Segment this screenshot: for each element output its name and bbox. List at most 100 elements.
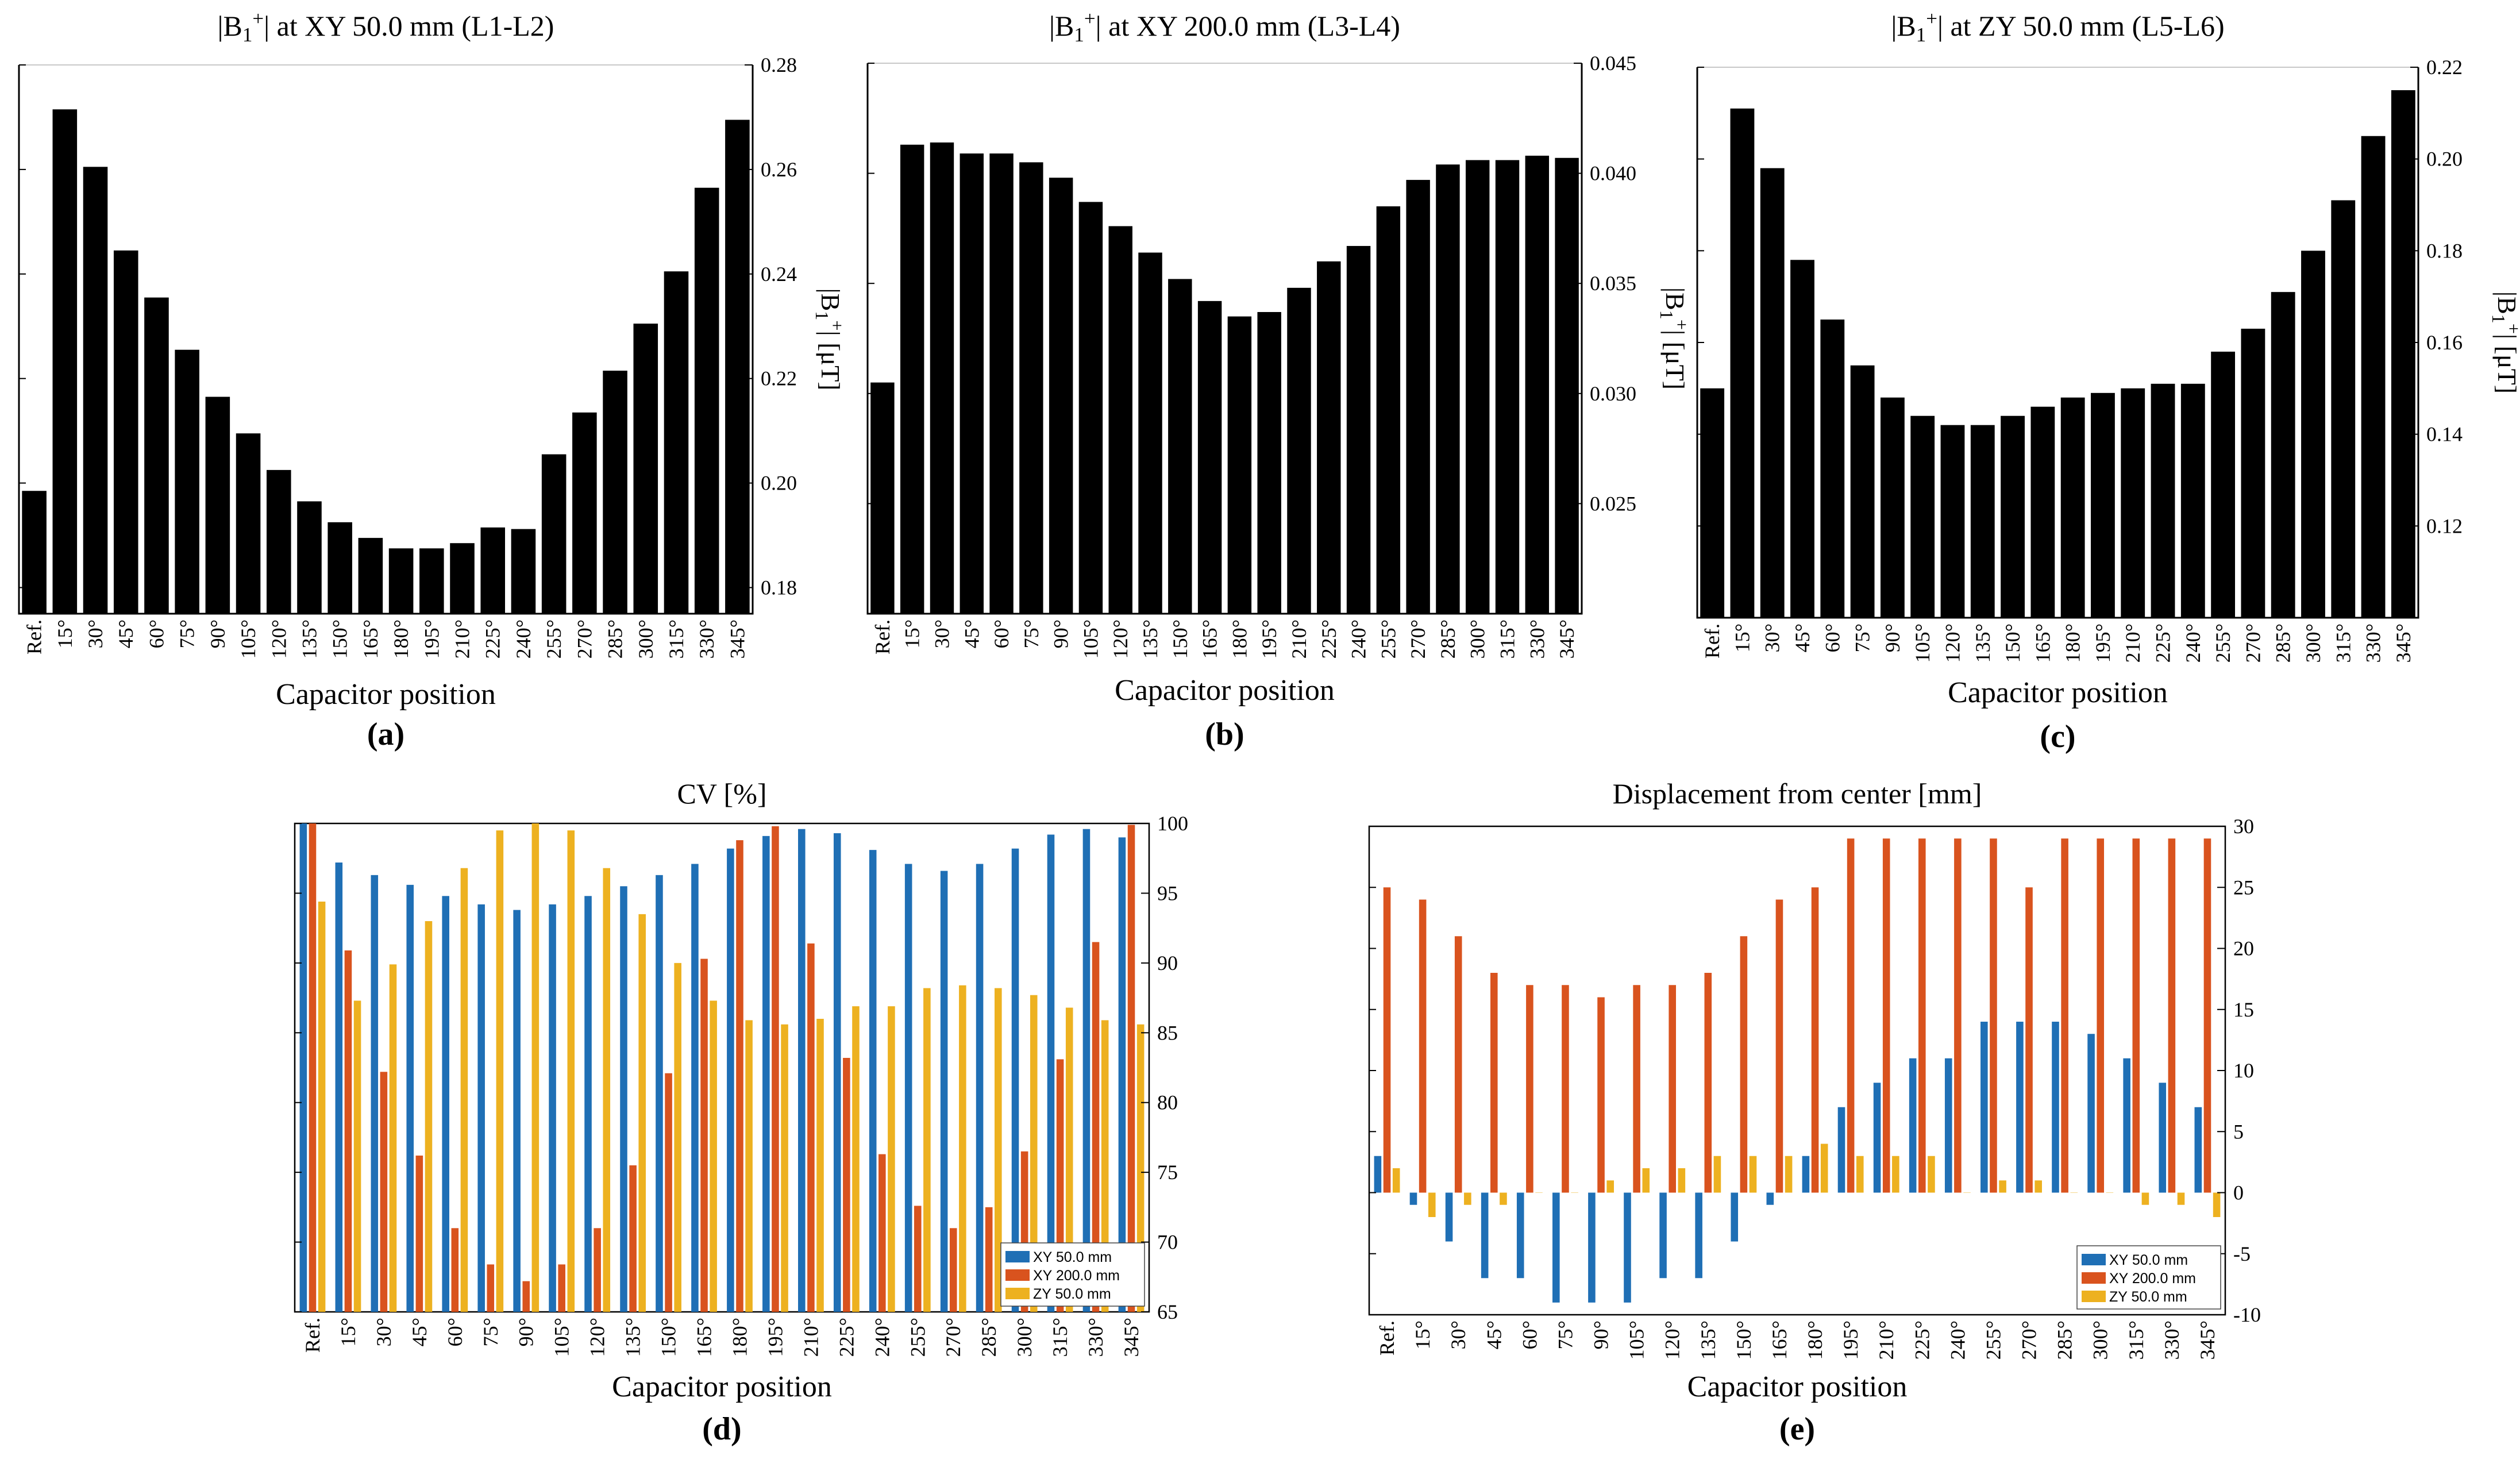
y-tick-label: 0.20 xyxy=(2426,148,2463,171)
bar-0-8 xyxy=(1659,1192,1667,1279)
x-tick-label: 255° xyxy=(542,619,565,659)
bar-0-19 xyxy=(976,864,984,1312)
bar-2-2 xyxy=(1464,1192,1471,1205)
bar-0-23 xyxy=(1118,837,1126,1312)
x-tick-label: 240° xyxy=(870,1318,893,1357)
bar-2-9 xyxy=(638,914,646,1312)
chart-title: |B1+| at XY 200.0 mm (L3-L4) xyxy=(1049,7,1400,46)
x-tick-label: 135° xyxy=(622,1318,645,1357)
bar-2-19 xyxy=(2070,1192,2078,1193)
bar-10 xyxy=(1168,279,1192,614)
chart-panel-d: 65 70 75 80 85 90 95 100 Ref. 15° 30° 45° 60° 75° 90° 1… xyxy=(294,777,1188,1447)
x-tick-label: 255° xyxy=(2211,623,2234,663)
bar-2-0 xyxy=(1392,1168,1400,1193)
bar-0 xyxy=(22,491,47,614)
bar-4 xyxy=(144,297,169,614)
x-axis-label: Capacitor position xyxy=(612,1370,832,1403)
bar-0-11 xyxy=(1766,1192,1774,1205)
bar-2-8 xyxy=(603,868,611,1312)
bar-18 xyxy=(2241,329,2265,618)
x-tick-label: 90° xyxy=(1050,619,1073,648)
y-tick-label: 0.18 xyxy=(761,576,797,599)
bar-2-4 xyxy=(1535,1192,1543,1193)
x-tick-label: 285° xyxy=(2053,1320,2076,1360)
bar-5 xyxy=(1019,162,1043,614)
bar-2-14 xyxy=(1892,1156,1899,1193)
bar-2 xyxy=(1760,168,1785,618)
y-tick-label: 25 xyxy=(2233,876,2254,899)
bar-11 xyxy=(358,538,383,614)
bar-11 xyxy=(2030,406,2055,618)
x-axis-label: Capacitor position xyxy=(1948,676,2168,709)
chart-panel-c: 0.12 0.14 0.16 0.18 0.20 0.22 Ref. 15° 30° 45° 60°… xyxy=(1696,7,2520,754)
x-tick-label: 345° xyxy=(2392,623,2415,663)
x-tick-label: 75° xyxy=(1020,619,1043,648)
bar-1-22 xyxy=(1092,942,1100,1312)
chart-panel-b: 0.025 0.030 0.035 0.040 0.045 Ref. 15° 30° 45° 60… xyxy=(866,7,1692,752)
x-tick-label: 240° xyxy=(1946,1320,1969,1360)
y-tick-label: -5 xyxy=(2233,1242,2251,1265)
bar-1-1 xyxy=(344,950,352,1312)
x-tick-label: 345° xyxy=(2196,1320,2219,1360)
bar-0-16 xyxy=(1944,1058,1952,1193)
bar-1-19 xyxy=(985,1207,993,1312)
x-tick-label: 210° xyxy=(799,1318,822,1357)
bar-0-4 xyxy=(1516,1192,1524,1279)
x-tick-label: 255° xyxy=(1982,1320,2005,1360)
x-tick-label: 285° xyxy=(604,619,627,659)
bar-0-2 xyxy=(371,875,379,1312)
bar-13 xyxy=(419,548,444,614)
x-tick-label: 60° xyxy=(990,619,1013,648)
panel-label: (d) xyxy=(702,1411,741,1447)
x-tick-label: 345° xyxy=(1120,1318,1143,1357)
x-tick-label: 165° xyxy=(1768,1320,1791,1360)
bar-1 xyxy=(1730,108,1755,618)
bar-6 xyxy=(1049,178,1073,614)
bar-2-13 xyxy=(1856,1156,1864,1193)
bar-5 xyxy=(1850,365,1875,618)
legend-swatch xyxy=(1005,1269,1030,1281)
bar-4 xyxy=(1820,319,1845,618)
bar-0-12 xyxy=(727,848,734,1312)
bar-2-10 xyxy=(1749,1156,1757,1193)
y-tick-label: 0.040 xyxy=(1590,162,1636,185)
x-tick-label: 270° xyxy=(2241,623,2264,663)
x-tick-label: 75° xyxy=(176,619,199,648)
bar-1-12 xyxy=(736,840,743,1312)
y-tick-label: 0.22 xyxy=(761,367,797,390)
bar-2-19 xyxy=(995,988,1002,1312)
bar-15 xyxy=(1317,261,1341,614)
x-tick-label: 105° xyxy=(1079,619,1102,659)
bar-18 xyxy=(1406,180,1430,614)
x-tick-label: 105° xyxy=(237,619,260,659)
x-tick-label: 330° xyxy=(2362,623,2385,663)
x-tick-label: 285° xyxy=(1436,619,1459,659)
bar-16 xyxy=(2180,383,2205,618)
y-tick-label: 0.12 xyxy=(2426,514,2463,537)
legend-label: XY 200.0 mm xyxy=(2109,1270,2196,1287)
bar-13 xyxy=(2091,392,2115,618)
bar-23 xyxy=(725,120,750,614)
bar-0-17 xyxy=(904,864,912,1312)
bar-2-11 xyxy=(710,1000,717,1312)
bar-20 xyxy=(1466,160,1490,614)
bar-2-13 xyxy=(781,1024,788,1312)
y-tick-label: 80 xyxy=(1157,1091,1178,1114)
bar-15 xyxy=(2151,383,2175,618)
y-tick-label: 0.22 xyxy=(2426,56,2463,79)
bar-2-21 xyxy=(1065,1007,1073,1312)
bar-1-6 xyxy=(522,1281,530,1312)
bar-1-10 xyxy=(1740,936,1748,1193)
y-tick-label: 100 xyxy=(1157,812,1188,835)
bar-0-9 xyxy=(620,886,627,1312)
x-tick-label: 165° xyxy=(1199,619,1222,659)
y-tick-label: 95 xyxy=(1157,881,1178,904)
x-tick-label: 195° xyxy=(1258,619,1281,659)
chart-title: |B1+| at ZY 50.0 mm (L5-L6) xyxy=(1891,7,2224,46)
x-tick-label: 15° xyxy=(1731,623,1754,652)
bar-23 xyxy=(2391,90,2415,618)
bar-6 xyxy=(205,396,230,614)
bar-0 xyxy=(870,382,895,614)
x-tick-label: 225° xyxy=(2152,623,2175,663)
bar-6 xyxy=(1880,397,1905,618)
